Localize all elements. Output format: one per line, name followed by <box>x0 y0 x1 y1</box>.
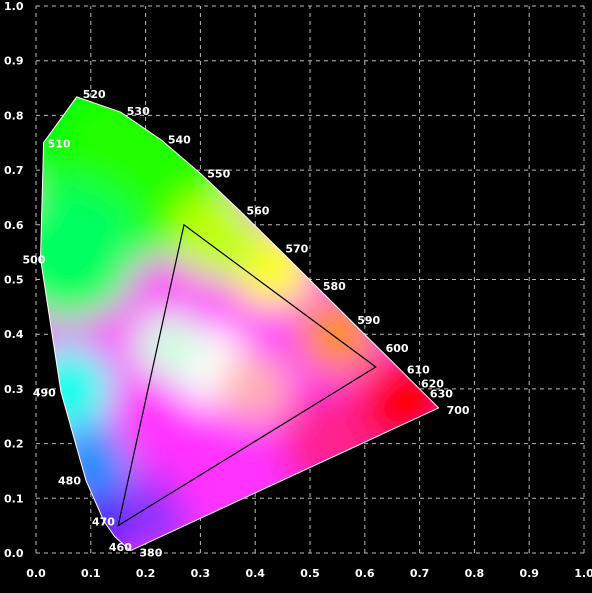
x-tick-label: 0.4 <box>245 567 265 580</box>
wavelength-label: 620 <box>421 377 444 390</box>
wavelength-label: 540 <box>168 133 191 146</box>
axis-ticks: 0.0 0.1 0.2 0.3 0.4 0.5 0.6 0.7 0.8 0.9 1.0 0.0 0.1 0… <box>4 0 592 580</box>
gamut-triangle <box>117 223 377 527</box>
y-tick-label: 0.1 <box>4 492 24 505</box>
x-tick-label: 1.0 <box>574 567 592 580</box>
wavelength-label: 600 <box>386 342 409 355</box>
wavelength-label: 580 <box>323 280 346 293</box>
x-tick-label: 0.3 <box>191 567 211 580</box>
y-tick-label: 0.0 <box>4 547 24 560</box>
x-tick-label: 0.5 <box>300 567 320 580</box>
wavelength-label: 590 <box>357 314 380 327</box>
x-tick-label: 0.2 <box>136 567 156 580</box>
wavelength-label: 610 <box>407 363 430 376</box>
wavelength-label: 490 <box>33 387 56 400</box>
x-tick-label: 0.8 <box>465 567 485 580</box>
spectral-locus-outline <box>39 96 440 551</box>
wavelength-label: 530 <box>127 105 150 118</box>
wavelength-labels: 380 460 470 480 490 500 510 520 530 540 550 560 570 5… <box>22 88 469 559</box>
y-tick-label: 0.2 <box>4 438 24 451</box>
wavelength-label: 470 <box>92 515 115 528</box>
y-tick-label: 0.6 <box>4 219 24 232</box>
wavelength-label: 550 <box>207 167 230 180</box>
wavelength-label: 630 <box>430 387 453 400</box>
y-tick-label: 0.3 <box>4 383 24 396</box>
y-tick-label: 0.5 <box>4 274 24 287</box>
wavelength-label: 700 <box>447 404 470 417</box>
x-tick-label: 0.9 <box>519 567 539 580</box>
wavelength-label: 500 <box>22 253 45 266</box>
wavelength-label: 570 <box>285 243 308 256</box>
x-tick-label: 0.6 <box>355 567 375 580</box>
wavelength-label: 560 <box>246 204 269 217</box>
x-tick-label: 0.7 <box>410 567 430 580</box>
y-tick-label: 0.4 <box>4 328 24 341</box>
wavelength-label: 380 <box>139 546 162 559</box>
y-tick-label: 0.7 <box>4 164 24 177</box>
wavelength-label: 520 <box>83 88 106 101</box>
wavelength-label: 510 <box>48 138 71 151</box>
wavelength-label: 480 <box>58 474 81 487</box>
x-tick-label: 0.1 <box>81 567 101 580</box>
wavelength-label: 460 <box>109 541 132 554</box>
x-tick-label: 0.0 <box>26 567 46 580</box>
y-tick-label: 1.0 <box>4 0 24 13</box>
y-tick-label: 0.9 <box>4 55 24 68</box>
y-tick-label: 0.8 <box>4 109 24 122</box>
